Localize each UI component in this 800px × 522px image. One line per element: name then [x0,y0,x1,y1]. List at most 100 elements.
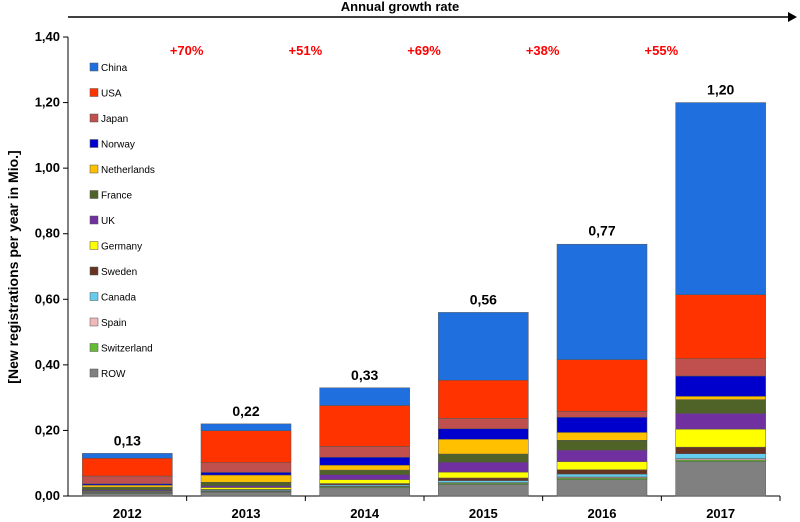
y-ticks: 0,00 0,20 0,40 0,60 0,80 1,00 1,20 1,40 [35,29,68,503]
bar-segment [319,474,410,480]
y-tick-label: 0,60 [35,291,60,306]
bar-segment [675,375,766,397]
y-tick-label: 1,00 [35,160,60,175]
legend-label: Japan [101,114,128,125]
growth-rate-label: +69% [407,43,441,58]
legend-label: France [101,191,133,202]
bar-segment [438,439,529,455]
legend-label: Switzerland [101,344,153,355]
legend-label: Spain [101,318,127,329]
bar-segment [675,102,766,295]
legend-swatch [89,62,99,72]
y-tick-label: 1,20 [35,95,60,110]
growth-arrow-head [788,12,797,22]
bar-segment [675,428,766,448]
legend-label: Sweden [101,267,137,278]
total-label: 1,20 [707,82,734,98]
bar-segment [319,457,410,466]
bar-segment [556,449,648,462]
bar-segment [319,405,410,447]
x-tick-label: 2015 [469,506,498,521]
bar-segment [438,484,529,497]
bar-segment [319,387,410,406]
legend-label: Netherlands [101,165,155,176]
bar-segment [319,446,410,458]
bar-segment [200,423,292,432]
legend-swatch [89,139,99,148]
bar-segment [319,464,410,471]
legend-swatch [89,266,99,276]
bar-segment [438,480,529,483]
bar-segment [200,487,292,490]
y-axis-label: [New registrations per year in Mio.] [5,150,21,383]
legend-swatch [89,88,99,97]
total-label: 0,22 [232,403,259,419]
legend-label: Germany [101,242,142,253]
bar-segment [200,472,292,476]
bar-segment [675,413,766,430]
bar-segment [200,430,292,463]
bar-segment [438,477,529,481]
total-labels: 0,13 0,22 0,33 0,56 0,77 1,20 [114,82,735,449]
bar-segment [675,453,766,459]
title-group: Annual growth rate [68,0,797,22]
y-tick-label: 0,00 [35,488,60,503]
bar-segment [675,446,766,454]
total-label: 0,33 [351,367,378,383]
bar-segment [319,487,410,497]
growth-rate-label: +70% [170,43,204,58]
legend-swatch [89,317,99,327]
bar-segment [556,432,648,441]
x-tick-label: 2017 [706,506,735,521]
legend: China USA Japan Norway Netherlands France UK Ge… [89,62,155,380]
total-label: 0,13 [114,432,141,448]
chart-title: Annual growth rate [341,0,459,14]
bar-segment [556,473,648,478]
bar-segment [438,461,529,473]
bar-segment [675,396,766,400]
y-tick-label: 1,40 [35,29,60,44]
bar-segment [438,453,529,463]
legend-swatch [89,241,99,250]
legend-label: China [101,63,128,74]
bar-segment [438,418,529,430]
x-tick-label: 2013 [232,506,261,521]
bar-segment [82,493,173,497]
bar-segment [438,428,529,440]
bar-segment [200,491,292,497]
bar-segment [556,440,648,451]
bar-segment [675,294,766,359]
y-tick-label: 0,20 [35,422,60,437]
bar-segment [200,474,292,483]
legend-swatch [89,343,99,352]
bar-segment [675,461,766,497]
bar-segment [319,479,410,484]
legend-swatch [89,164,99,174]
legend-label: ROW [101,369,126,380]
total-label: 0,77 [588,223,615,239]
bar-segment [319,469,410,475]
bar-segment [82,458,173,477]
x-ticks: 2012 2013 2014 2015 2016 2017 [113,496,781,521]
y-tick-label: 0,40 [35,357,60,372]
growth-rate-labels: +70% +51% +69% +38% +55% [170,43,679,58]
bar-segment [556,359,648,412]
axes [67,37,780,497]
bar-segment [82,453,173,459]
bar-segment [200,481,292,487]
legend-swatch [89,215,99,225]
bar-segment [438,471,529,479]
legend-label: USA [101,89,122,100]
bar-segment [82,475,173,485]
bar-segment [556,417,648,433]
x-tick-label: 2012 [113,506,142,521]
x-tick-label: 2014 [350,506,380,521]
legend-swatch [89,292,99,301]
legend-label: UK [101,216,115,227]
bar-segment [556,469,648,475]
bar-segment [556,461,648,471]
bar-segment [556,479,648,497]
bar-segment [556,411,648,418]
x-tick-label: 2016 [588,506,617,521]
